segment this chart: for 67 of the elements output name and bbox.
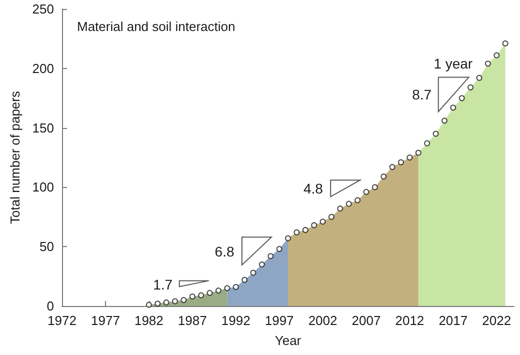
x-tick-label: 2012: [395, 313, 424, 328]
point: [380, 174, 387, 180]
point: [285, 235, 291, 242]
point: [468, 84, 474, 90]
y-tick-label: 150: [32, 120, 54, 136]
point: [206, 290, 213, 296]
point: [302, 226, 308, 233]
x-tick-label: 1982: [134, 313, 164, 328]
point: [189, 293, 196, 300]
point: [232, 284, 239, 290]
x-tick-label: 1972: [48, 313, 76, 328]
point: [406, 154, 413, 160]
point: [320, 218, 326, 225]
y-tick-label: 200: [32, 60, 54, 76]
point: [441, 118, 448, 124]
annotation: 6.8: [214, 243, 234, 260]
point: [415, 150, 422, 156]
x-tick-label: 1987: [178, 313, 207, 328]
point: [337, 206, 344, 212]
x-tick-label: 2017: [438, 313, 468, 328]
point: [250, 270, 256, 276]
point: [146, 302, 152, 308]
point: [354, 197, 361, 204]
point: [180, 297, 187, 304]
point: [242, 276, 248, 283]
point: [346, 200, 352, 207]
annotation: 8.7: [412, 86, 432, 103]
point: [432, 130, 439, 137]
y-tick-label: 0: [46, 298, 54, 314]
y-tick-label: 100: [32, 180, 54, 195]
annotation: 4.8: [303, 180, 324, 196]
point: [363, 188, 370, 195]
annotation: 1 year: [434, 56, 473, 72]
point: [268, 253, 274, 260]
y-axis-title: Total number of papers: [7, 90, 22, 224]
point: [154, 300, 161, 307]
point: [424, 140, 430, 146]
point: [276, 246, 282, 252]
x-tick-label: 1977: [91, 313, 120, 328]
x-tick-label: 1992: [221, 313, 250, 328]
x-tick-label: 2022: [482, 313, 512, 328]
x-tick-label: 2002: [308, 313, 338, 328]
point: [163, 299, 170, 306]
point: [502, 40, 508, 46]
point: [311, 222, 318, 228]
point: [372, 184, 378, 190]
point: [484, 60, 491, 67]
y-tick-label: 250: [32, 2, 54, 16]
point: [389, 164, 396, 170]
annotation: 1.7: [153, 276, 173, 293]
point: [328, 214, 334, 220]
x-axis-title: Year: [274, 333, 302, 348]
x-tick-label: 1997: [264, 313, 294, 328]
point: [198, 292, 204, 298]
point: [294, 229, 300, 236]
point: [450, 104, 456, 111]
point: [398, 159, 404, 166]
point: [224, 285, 230, 292]
x-tick-label: 2007: [352, 313, 381, 328]
y-tick-label: 50: [40, 239, 54, 254]
point: [215, 288, 222, 294]
point: [494, 52, 500, 58]
point: [458, 95, 465, 102]
text: Material and soil interaction: [77, 19, 236, 34]
point: [258, 261, 265, 268]
point: [172, 298, 178, 304]
point: [476, 74, 482, 81]
